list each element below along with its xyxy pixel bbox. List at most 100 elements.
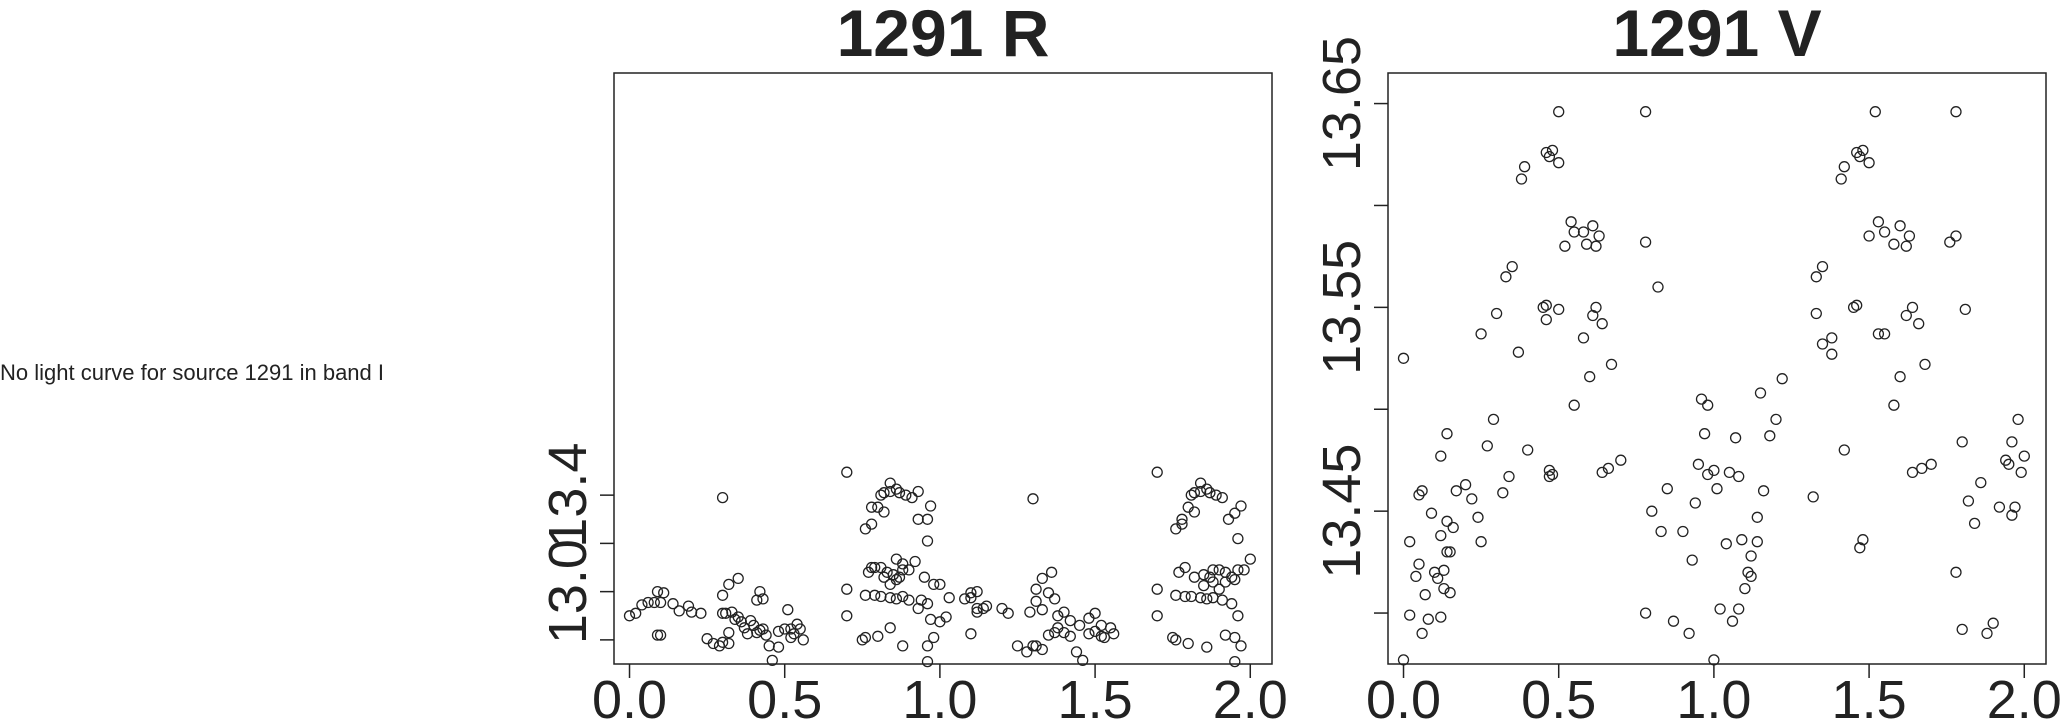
data-point-v [1733,470,1745,483]
data-point-r [903,564,915,576]
y-tick-label-v: 13.55 [1312,240,1372,375]
data-point-v [1723,466,1736,479]
data-point-v [1419,589,1431,601]
data-point-r [1232,532,1244,545]
data-point-v [1835,173,1847,185]
data-point-v [1714,603,1726,615]
data-point-v [1487,413,1500,426]
data-point-v [1754,387,1767,399]
data-point-r [723,637,735,650]
data-point-v [1639,106,1652,118]
data-point-r [1036,643,1048,656]
data-point-r [1104,622,1117,634]
data-point-r [1042,629,1055,641]
data-point-v [1906,466,1919,479]
data-point-v [1518,161,1531,173]
data-point-v [1726,615,1739,627]
data-point-v [1540,313,1552,326]
data-point-v [1546,468,1559,481]
data-point-r [915,594,927,606]
data-point-r [884,592,896,604]
data-point-r [1167,631,1179,644]
data-point-v [1903,230,1916,242]
data-point-r [971,585,983,598]
data-point-r [1229,507,1241,519]
data-point-v [1894,371,1906,383]
data-point-r [685,606,698,618]
x-tick-label-v: 1.5 [1832,670,1907,722]
data-point-v [1475,328,1487,340]
data-point-r [648,596,660,609]
data-point-r [1229,655,1241,668]
data-point-v [1878,226,1891,238]
data-point-r [1095,619,1107,632]
data-point-r [695,607,707,619]
x-tick-label-v: 0.0 [1366,670,1441,722]
data-point-r [1030,595,1042,607]
data-point-v [1481,440,1493,452]
data-point-v [1956,623,1968,636]
data-point-r [869,589,881,601]
x-tick-label-r: 2.0 [1213,670,1288,722]
data-point-r [865,501,878,513]
data-point-r [1021,646,1033,658]
data-point-r [716,636,729,648]
data-point-r [1201,641,1213,653]
data-point-r [754,585,766,598]
data-point-r [921,598,934,610]
data-point-v [1500,271,1512,283]
data-point-v [1863,230,1875,242]
data-point-r [651,629,664,641]
data-point-v [1826,332,1838,344]
data-point-r [1036,604,1048,616]
data-point-r [943,592,955,604]
data-point-r [1052,610,1064,622]
data-point-v [1733,603,1745,615]
data-point-r [884,622,896,634]
data-point-v [1816,260,1829,273]
data-point-r [1213,583,1225,595]
data-point-r [1185,590,1197,603]
data-point-r [785,631,797,644]
data-point-r [924,500,937,512]
data-point-r [1030,583,1042,595]
data-point-r [912,485,924,498]
y-tick-label-r: 13.4 [538,443,598,548]
data-point-v [1444,546,1456,558]
data-point-v [1956,436,1968,448]
data-point-r [1194,592,1207,604]
data-point-v [1959,303,1971,316]
data-point-v [1863,157,1875,169]
data-point-r [890,593,903,605]
data-point-r [1232,610,1244,622]
data-point-v [1422,613,1434,625]
data-point-r [1222,513,1235,525]
data-point-r [651,585,664,598]
data-point-r [878,506,890,518]
data-point-v [1397,654,1410,666]
data-point-r [1229,573,1241,586]
chart-title-v: 1291 V [1612,0,1821,70]
data-point-v [1745,550,1757,562]
data-point-r [1235,640,1247,652]
data-point-v [1667,615,1680,627]
data-point-v [1736,534,1748,546]
data-point-v [1677,525,1689,538]
data-point-v [1838,444,1850,456]
data-point-r [1198,579,1210,592]
data-point-v [1739,582,1751,595]
data-point-v [1515,173,1528,185]
data-point-r [732,572,744,585]
data-point-v [1596,318,1608,330]
plot-frame-v [1387,72,2047,665]
x-tick-label-v: 1.0 [1676,670,1751,722]
data-point-v [1847,301,1860,314]
data-point-v [1872,216,1885,228]
data-point-v [1475,536,1487,548]
data-point-v [1593,230,1605,242]
data-point-r [890,573,903,586]
data-point-r [971,606,983,618]
data-point-v [1577,226,1590,238]
x-tick-label-r: 0.0 [592,670,667,722]
data-point-r [1198,569,1210,581]
